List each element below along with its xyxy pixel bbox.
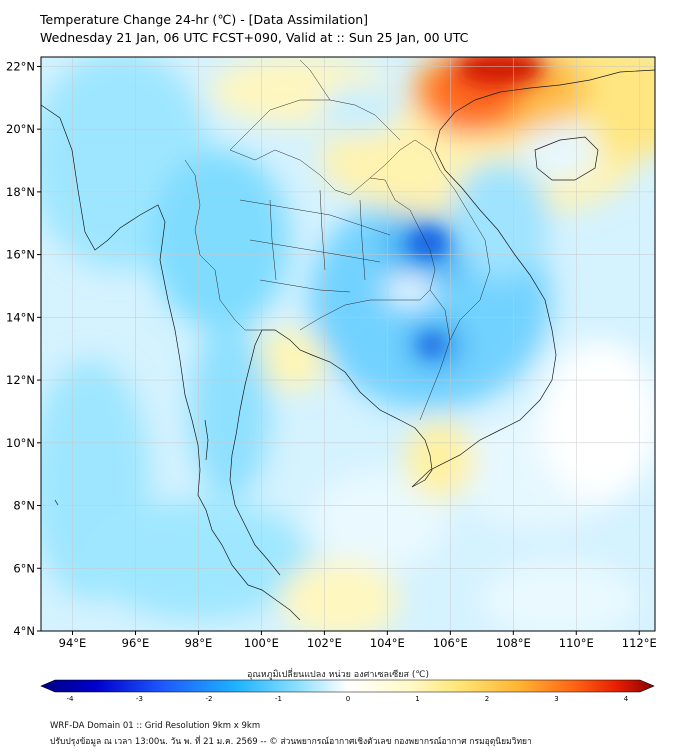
lon-tick-label: 96°E: [122, 636, 150, 650]
colorbar-tick-label: 3: [554, 695, 558, 703]
colorbar-bar: [40, 679, 655, 693]
latitude-axis: 22°N 20°N 18°N 16°N 14°N 12°N 10°N 8°N 6°N 4°N: [6, 59, 41, 638]
map-frame: [40, 56, 656, 632]
colorbar-tick-label: -1: [275, 695, 282, 703]
map-subtitle: Wednesday 21 Jan, 06 UTC FCST+090, Valid…: [40, 30, 469, 45]
colorbar: -4 -3 -2 -1 0 1 2 3 4: [40, 679, 655, 703]
footer-credit: ปรับปรุงข้อมูล ณ เวลา 13:00น. วัน พ. ที่…: [50, 737, 532, 747]
lat-tick-label: 16°N: [6, 248, 35, 262]
lon-tick-label: 102°E: [307, 636, 342, 650]
colorbar-tick-label: 0: [346, 695, 350, 703]
lon-tick-label: 106°E: [433, 636, 468, 650]
colorbar-ticks: -4 -3 -2 -1 0 1 2 3 4: [67, 695, 629, 703]
colorbar-tick-label: -4: [67, 695, 75, 703]
country-borders: [184, 59, 491, 421]
lat-tick-label: 6°N: [13, 561, 35, 575]
colorbar-tick-label: 4: [624, 695, 629, 703]
lat-tick-label: 18°N: [6, 185, 35, 199]
lon-tick-label: 108°E: [496, 636, 531, 650]
lon-tick-label: 98°E: [185, 636, 213, 650]
longitude-axis: 94°E 96°E 98°E 100°E 102°E 104°E 106°E 108°E 110…: [59, 631, 657, 650]
lat-tick-label: 10°N: [6, 436, 35, 450]
colorbar-tick-label: 1: [415, 695, 419, 703]
coastlines: [41, 69, 655, 621]
lat-tick-label: 20°N: [6, 122, 35, 136]
lat-tick-label: 8°N: [13, 499, 35, 513]
lat-tick-label: 4°N: [13, 624, 35, 638]
lon-tick-label: 112°E: [622, 636, 657, 650]
lon-tick-label: 110°E: [559, 636, 594, 650]
colorbar-tick-label: -2: [206, 695, 213, 703]
temperature-field: [41, 57, 655, 631]
lat-tick-label: 12°N: [6, 373, 35, 387]
colorbar-tick-label: -3: [136, 695, 143, 703]
lon-tick-label: 100°E: [244, 636, 279, 650]
colorbar-title: อุณหภูมิเปลี่ยนแปลง หน่วย องศาเซลเซียส (…: [246, 670, 430, 680]
map-title: Temperature Change 24-hr (℃) - [Data Ass…: [40, 12, 369, 27]
lon-tick-label: 94°E: [59, 636, 87, 650]
lat-tick-label: 14°N: [6, 310, 35, 324]
lon-tick-label: 104°E: [370, 636, 405, 650]
footer-model-info: WRF-DA Domain 01 :: Grid Resolution 9km …: [50, 721, 261, 731]
colorbar-tick-label: 2: [485, 695, 489, 703]
lat-tick-label: 22°N: [6, 59, 35, 73]
